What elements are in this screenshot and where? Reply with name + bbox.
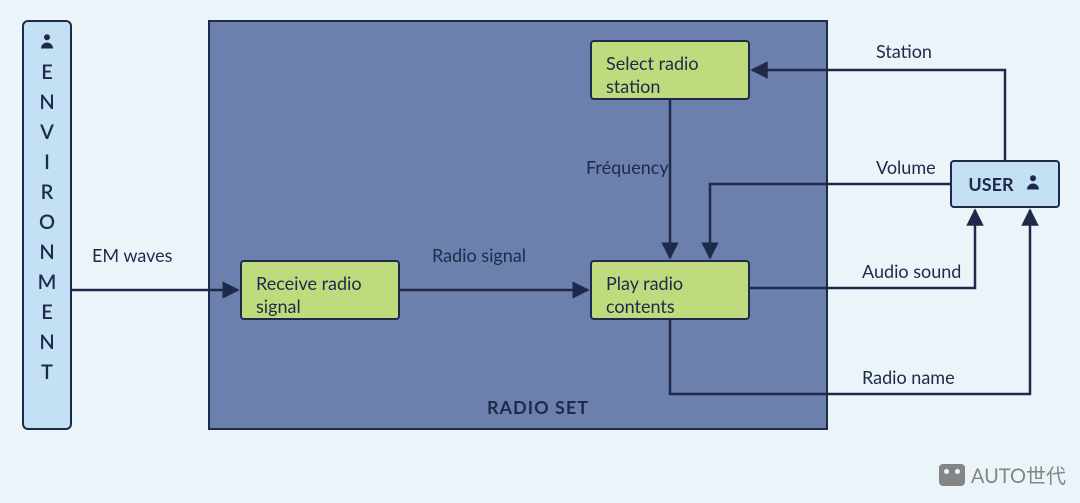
label-audio-sound: Audio sound (862, 260, 961, 282)
radio-set-label: RADIO SET (487, 396, 589, 418)
wechat-icon (939, 464, 965, 486)
label-station: Station (876, 40, 932, 62)
label-radio-signal: Radio signal (432, 244, 526, 266)
user-box: USER (950, 160, 1060, 208)
person-icon (38, 32, 56, 54)
label-radio-name: Radio name (862, 366, 955, 388)
label-em-waves: EM waves (92, 244, 172, 266)
node-label: Receive radiosignal (256, 272, 362, 317)
environment-box: ENVIRONMENT (22, 20, 72, 430)
node-select-station: Select radiostation (590, 40, 750, 100)
node-play-contents: Play radiocontents (590, 260, 750, 320)
node-receive-signal: Receive radiosignal (240, 260, 400, 320)
node-label: Play radiocontents (606, 272, 683, 317)
label-frequency: Fréquency (586, 156, 669, 178)
watermark-text: AUTO世代 (971, 460, 1066, 489)
user-label: USER (968, 173, 1013, 195)
node-label: Select radiostation (606, 52, 699, 97)
diagram-canvas: ENVIRONMENT RADIO SET Select radiostatio… (0, 0, 1080, 503)
environment-label: ENVIRONMENT (35, 60, 59, 390)
person-icon (1024, 173, 1042, 195)
label-volume: Volume (876, 156, 936, 178)
watermark: AUTO世代 (939, 460, 1066, 489)
